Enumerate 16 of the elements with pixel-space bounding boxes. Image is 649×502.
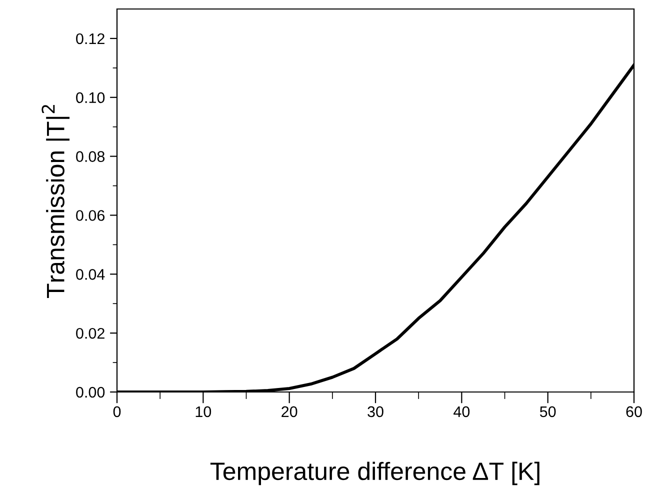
y-axis-title: Transmission |T|$^{2}$: [42, 105, 70, 298]
x-tick-label: 50: [540, 406, 556, 418]
y-tick-label: 0.06: [76, 210, 105, 221]
x-axis-title: Temperature difference ΔT [K]: [210, 462, 540, 486]
y-tick-label: 0.02: [76, 328, 104, 339]
x-tick-label: 0: [113, 406, 121, 418]
y-tick-label: 0.00: [76, 386, 105, 398]
x-tick-label: 40: [454, 406, 470, 418]
x-tick-label: 60: [626, 406, 642, 418]
y-tick-label: 0.12: [76, 33, 104, 44]
y-tick-label: 0.10: [76, 92, 105, 104]
x-tick-label: 30: [368, 406, 384, 418]
y-tick-label: 0.08: [76, 151, 105, 162]
y-tick-label: 0.04: [76, 269, 105, 280]
x-tick-label: 20: [282, 406, 298, 418]
x-tick-label: 10: [196, 406, 212, 418]
